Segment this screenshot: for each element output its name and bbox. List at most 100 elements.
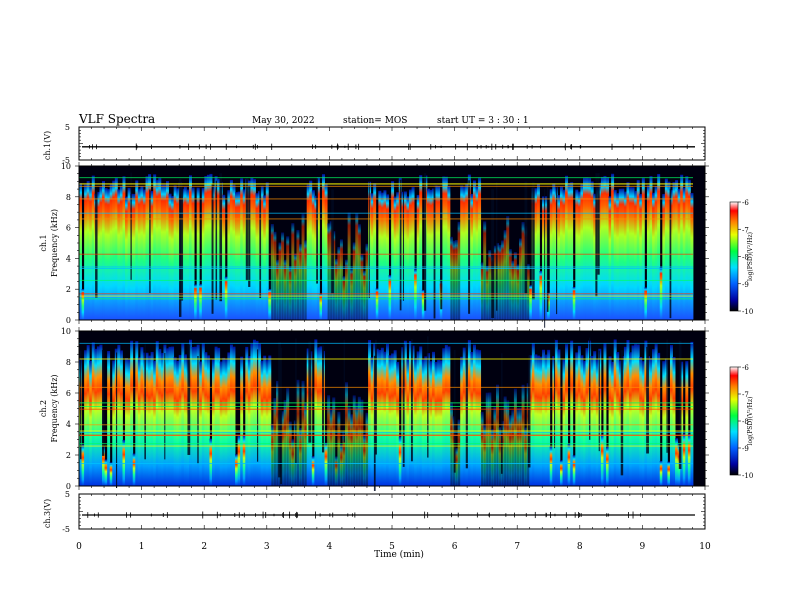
spectrogram-column [409, 189, 412, 320]
spectrogram-column [250, 177, 254, 320]
spectrogram-column [432, 351, 436, 486]
spectrogram-column [544, 354, 548, 486]
spectrogram-column [388, 355, 392, 486]
spectrogram-column [557, 195, 561, 320]
spectrogram-dropout [424, 173, 427, 311]
spectrogram-column [165, 348, 169, 486]
spectrogram-column [444, 176, 448, 320]
spectrogram-column [145, 352, 149, 486]
spectrogram-column [217, 347, 221, 486]
spectrogram-column [281, 411, 285, 486]
spectrogram-column [132, 453, 136, 486]
spectrogram-column [511, 260, 515, 320]
spectrogram-column [657, 173, 661, 320]
spectrogram-column [337, 411, 341, 486]
y-axis-label: ch.3(V) [43, 499, 52, 528]
y-tick-label: 0 [66, 316, 71, 325]
spectrogram-column [675, 438, 679, 486]
spectrogram-column [153, 360, 157, 486]
spectrogram-column [439, 360, 443, 486]
spectrogram-column [603, 343, 607, 486]
spectrogram-column [311, 190, 315, 320]
spectrogram-column [194, 346, 198, 486]
y-axis-label-frequency: Frequency (kHz) [50, 209, 59, 277]
spectrogram-column [296, 379, 300, 486]
colorbar-tick-label: -10 [742, 308, 753, 316]
spectrogram-column [485, 392, 489, 486]
spectrogram-column [424, 356, 428, 486]
x-tick-label: 2 [201, 542, 207, 552]
spectrogram-dropout [373, 355, 376, 491]
spectrogram-column [339, 239, 343, 320]
spectrogram-column [214, 346, 218, 486]
spectrogram-column [639, 194, 643, 320]
spectrogram-column [598, 182, 602, 320]
colorbar-label: log(PSD)(V²/Hz) [747, 232, 754, 281]
spectrogram-column [419, 175, 423, 320]
spectrogram-column [672, 356, 676, 486]
y-tick-label: 5 [65, 123, 70, 132]
spectrogram-column [416, 351, 420, 486]
spectrogram-column [132, 193, 136, 320]
spectrogram-column [444, 344, 448, 486]
spectrogram-column [470, 193, 474, 320]
spectrogram-column [368, 340, 372, 486]
spectrogram-dropout [669, 188, 672, 319]
spectrogram-dropout [468, 180, 471, 314]
spectrogram-column [572, 455, 576, 486]
spectrogram-column [268, 289, 272, 320]
spectrogram-dropout [427, 336, 429, 458]
y-axis-label-channel: ch.1 [39, 234, 48, 251]
spectrogram-column [314, 195, 318, 320]
spectrogram-column [534, 354, 538, 486]
spectrogram-column [81, 289, 85, 320]
spectrogram-column [447, 185, 451, 320]
spectrogram-column [345, 382, 349, 486]
spectrogram-dropout [316, 178, 319, 284]
spectrogram-column [600, 176, 604, 320]
spectrogram-column [580, 183, 584, 320]
spectrogram-column [365, 243, 369, 320]
spectrogram-column [286, 388, 290, 486]
spectrogram-column [237, 435, 241, 486]
spectrogram-dropout [491, 189, 495, 319]
spectrogram-dropout [402, 344, 405, 467]
spectrogram-dropout [211, 183, 214, 314]
spectrogram-column [478, 177, 482, 320]
spectrogram-column [654, 186, 658, 320]
spectrogram-column [565, 175, 569, 320]
spectrogram-column [667, 461, 671, 486]
spectrogram-column [488, 250, 492, 320]
spectrogram-column [122, 176, 126, 320]
spectrogram-column [664, 358, 668, 486]
spectrogram-dropout [144, 344, 146, 460]
x-tick-label: 1 [139, 542, 145, 552]
spectrogram-column [664, 178, 668, 320]
spectrogram-column [644, 287, 648, 320]
spectrogram-dropout [149, 189, 151, 293]
spectrogram-column [189, 339, 192, 486]
spectrogram-column [237, 191, 241, 320]
spectrogram-column [508, 248, 512, 320]
spectrogram-column [608, 356, 612, 486]
spectrogram-dropout [620, 350, 624, 476]
spectrogram-column [329, 221, 333, 320]
spectrogram-column [102, 446, 105, 486]
spectrogram-column [593, 193, 597, 320]
y-tick-label: 8 [66, 358, 71, 367]
spectrogram-dropout [410, 339, 413, 462]
spectrogram-column [600, 434, 604, 486]
spectrogram-dropout [666, 339, 668, 453]
spectrogram-column [199, 284, 203, 320]
spectrogram-column [316, 177, 320, 320]
spectrogram-column [577, 191, 581, 320]
spectrogram-column [585, 348, 589, 486]
spectrogram-column [212, 359, 215, 486]
spectrogram-column [306, 184, 310, 320]
spectrogram-column [265, 182, 269, 320]
spectrogram-column [304, 402, 308, 486]
spectrogram-column [457, 419, 461, 486]
spectrogram-column [204, 176, 208, 320]
spectrogram-column [158, 348, 162, 486]
spectrogram-column [562, 359, 566, 486]
